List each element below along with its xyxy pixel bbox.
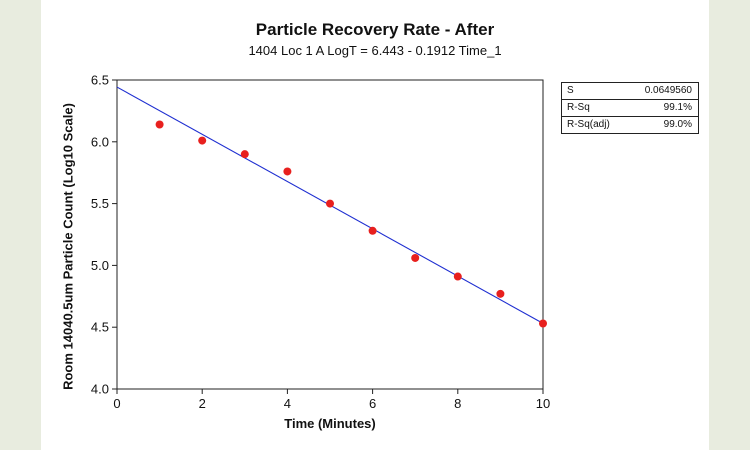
- data-point: [539, 319, 547, 328]
- stats-value: 99.1%: [663, 102, 692, 113]
- data-point: [240, 150, 249, 159]
- x-tick-label: 10: [536, 396, 550, 411]
- axes: 0 2 4 6 8 10 4.0 4.5 5.0 5.5 6.0 6.5: [91, 73, 550, 412]
- stats-row-rsq: R-Sq 99.1%: [562, 100, 698, 117]
- stats-label: S: [567, 85, 574, 96]
- x-axis-label: Time (Minutes): [284, 416, 376, 431]
- data-point: [368, 226, 377, 235]
- y-tick-label: 6.0: [91, 134, 109, 149]
- y-tick-label: 5.0: [91, 258, 109, 273]
- chart-subtitle: 1404 Loc 1 A LogT = 6.443 - 0.1912 Time_…: [248, 43, 502, 58]
- x-tick-label: 8: [454, 396, 461, 411]
- y-tick-label: 6.5: [91, 73, 109, 88]
- data-point: [283, 167, 292, 176]
- plot-frame: [116, 79, 544, 390]
- data-points: [155, 120, 547, 328]
- data-point: [198, 136, 207, 145]
- stats-label: R-Sq(adj): [567, 119, 610, 130]
- data-point: [326, 199, 334, 208]
- data-point: [496, 289, 505, 298]
- stats-row-rsq-adj: R-Sq(adj) 99.0%: [562, 117, 698, 133]
- stats-label: R-Sq: [567, 102, 590, 113]
- stats-value: 99.0%: [663, 119, 692, 130]
- data-point: [411, 253, 420, 262]
- x-tick-label: 6: [369, 396, 376, 411]
- y-tick-label: 4.5: [91, 320, 109, 335]
- chart-title: Particle Recovery Rate - After: [255, 20, 495, 39]
- data-point: [155, 120, 164, 129]
- y-axis-label: Room 14040.5um Particle Count (Log10 Sca…: [60, 103, 76, 390]
- y-tick-label: 5.5: [91, 196, 109, 211]
- chart-panel: [41, 0, 709, 450]
- stats-row-s: S 0.0649560: [562, 83, 698, 100]
- y-tick-label: 4.0: [91, 382, 109, 397]
- stats-value: 0.0649560: [644, 85, 692, 96]
- stats-table: S 0.0649560 R-Sq 99.1% R-Sq(adj) 99.0%: [561, 82, 699, 134]
- x-tick-label: 2: [199, 396, 206, 411]
- x-tick-label: 0: [113, 396, 120, 411]
- data-point: [453, 272, 462, 281]
- x-tick-label: 4: [284, 396, 291, 411]
